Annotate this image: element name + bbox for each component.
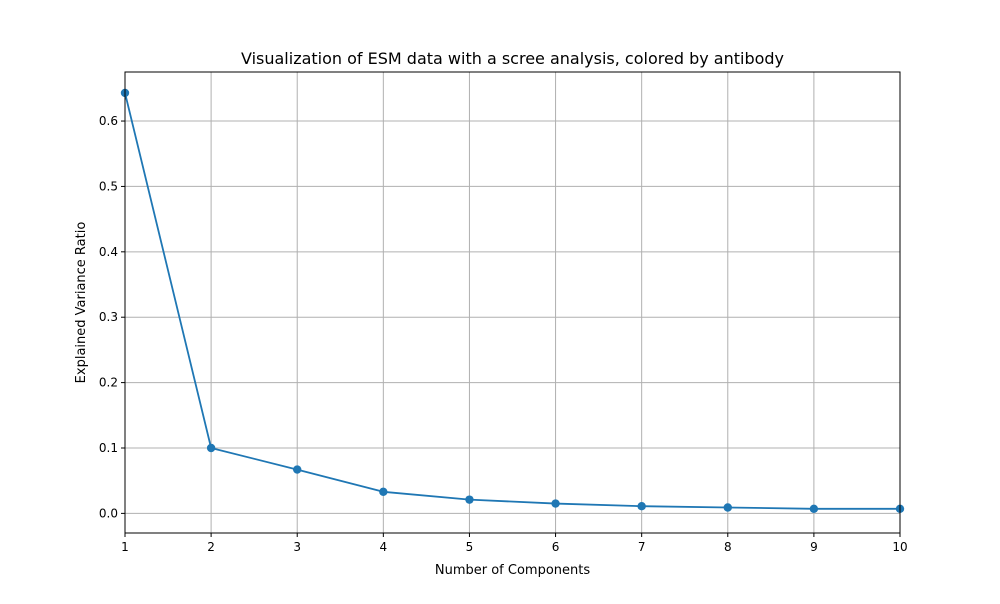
y-tick-label: 0.4 [99,245,118,259]
x-tick-label: 10 [892,540,907,554]
x-tick-label: 1 [121,540,129,554]
data-point [809,504,819,514]
y-tick-label: 0.5 [99,179,118,193]
x-tick-label: 4 [380,540,388,554]
plot-frame [124,71,901,534]
data-point [293,465,302,474]
data-point [551,499,560,508]
data-point [637,501,646,511]
x-tick-label: 9 [810,540,818,554]
x-tick-label: 5 [466,540,474,554]
x-tick-label: 2 [207,540,215,554]
chart-title: Visualization of ESM data with a scree a… [241,49,784,68]
data-point [465,495,474,504]
x-tick-label: 6 [552,540,560,554]
y-tick-label: 0.3 [99,310,118,324]
ticks: 1 2 3 4 5 6 7 8 9 10 0.0 0.1 0.2 0.3 0.4 0.5 0.6 [99,114,908,554]
grid [124,72,901,533]
y-axis-label: Explained Variance Ratio [74,222,89,384]
series-line [124,92,900,510]
data-point [379,487,388,497]
x-tick-label: 7 [638,540,646,554]
y-tick-label: 0.1 [99,441,118,455]
y-tick-label: 0.2 [99,376,118,390]
x-axis-label: Number of Components [435,563,590,578]
x-tick-label: 8 [724,540,732,554]
y-tick-label: 0.0 [99,506,118,520]
series-layer [120,88,905,514]
data-point [206,443,216,453]
data-point [723,503,732,512]
x-tick-label: 3 [293,540,301,554]
y-tick-label: 0.6 [99,114,118,128]
